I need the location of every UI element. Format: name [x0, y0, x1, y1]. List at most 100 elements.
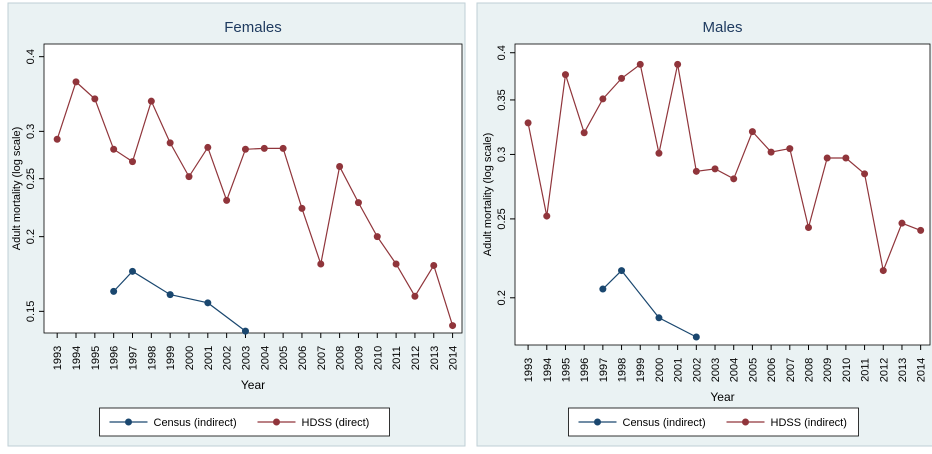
data-point: [692, 167, 700, 175]
y-tick-label: 0.25: [496, 208, 508, 229]
data-point: [354, 199, 362, 207]
x-tick-label: 2006: [297, 346, 309, 370]
legend-box: [568, 407, 859, 437]
data-point: [166, 291, 174, 299]
series-line: [527, 63, 921, 273]
data-point: [786, 145, 794, 153]
x-tick-label: 2002: [222, 346, 234, 370]
data-point: [618, 267, 626, 275]
x-tick-label: 2013: [429, 346, 441, 370]
y-tick-label: 0.25: [25, 168, 37, 189]
y-tick-label: 0.4: [25, 49, 37, 64]
x-tick-label: 2014: [916, 358, 928, 382]
x-tick-label: 2010: [372, 346, 384, 370]
data-point: [241, 327, 249, 335]
x-tick-label: 2007: [316, 346, 328, 370]
chart-panel: Males 0.2 0.25 0.3 0.35 0.4 1993 1994 1995 1996 19…: [476, 2, 932, 447]
data-point: [430, 261, 438, 269]
data-point: [898, 219, 906, 227]
x-tick-label: 1996: [579, 358, 591, 382]
data-point: [599, 95, 607, 103]
x-tick-label: 2003: [240, 346, 252, 370]
data-point: [561, 71, 569, 79]
x-tick-label: 2004: [729, 358, 741, 382]
legend-label: Census (indirect): [623, 417, 706, 429]
data-point: [879, 267, 887, 275]
x-axis-title: Year: [710, 390, 734, 404]
chart-title: Males: [702, 19, 742, 36]
data-point: [711, 165, 719, 173]
data-point: [767, 148, 775, 156]
data-point: [110, 145, 118, 153]
data-point: [53, 135, 61, 143]
data-point: [204, 299, 212, 307]
x-tick-label: 2011: [391, 346, 403, 370]
data-point: [618, 74, 626, 82]
y-tick-label: 0.15: [25, 301, 37, 322]
x-tick-label: 1997: [598, 358, 610, 382]
data-point: [655, 149, 663, 157]
data-point: [411, 292, 419, 300]
y-tick-label: 0.2: [25, 229, 37, 244]
x-tick-label: 2005: [747, 358, 759, 382]
data-point: [241, 145, 249, 153]
data-point: [804, 223, 812, 231]
data-point: [147, 97, 155, 105]
data-point: [636, 60, 644, 68]
data-point: [279, 144, 287, 152]
legend-box: [99, 407, 390, 437]
x-tick-label: 1993: [52, 346, 64, 370]
data-point: [599, 285, 607, 293]
data-point: [128, 158, 136, 166]
data-point: [392, 260, 400, 268]
chart-title: Females: [224, 19, 282, 36]
x-tick-label: 2010: [841, 358, 853, 382]
x-tick-label: 2008: [335, 346, 347, 370]
x-tick-label: 1993: [523, 358, 535, 382]
data-point: [336, 163, 344, 171]
legend-marker: [273, 418, 280, 426]
data-point: [524, 119, 532, 127]
legend-label: HDSS (indirect): [771, 417, 847, 429]
y-axis-title: Adult mortality (log scale): [482, 133, 494, 257]
y-tick-label: 0.4: [496, 45, 508, 60]
x-tick-label: 2013: [897, 358, 909, 382]
x-tick-label: 1999: [165, 346, 177, 370]
x-tick-label: 1998: [146, 346, 158, 370]
x-tick-label: 1998: [617, 358, 629, 382]
data-point: [317, 260, 325, 268]
legend-marker: [594, 418, 601, 426]
data-point: [730, 175, 738, 183]
x-tick-label: 2004: [259, 346, 271, 370]
x-tick-label: 2009: [822, 358, 834, 382]
plot-area: [43, 43, 463, 334]
x-tick-label: 2011: [860, 358, 872, 382]
data-point: [91, 95, 99, 103]
data-point: [204, 143, 212, 151]
x-tick-label: 1995: [90, 346, 102, 370]
legend-marker: [125, 418, 132, 426]
y-tick-label: 0.2: [496, 290, 508, 305]
data-point: [823, 154, 831, 162]
y-tick-label: 0.35: [496, 89, 508, 110]
x-tick-label: 2003: [710, 358, 722, 382]
legend-marker: [742, 418, 749, 426]
series-line: [56, 80, 454, 326]
data-point: [449, 322, 457, 330]
data-point: [128, 267, 136, 275]
data-point: [260, 144, 268, 152]
x-tick-label: 2000: [654, 358, 666, 382]
x-tick-label: 2012: [410, 346, 422, 370]
data-point: [748, 128, 756, 136]
x-tick-label: 2007: [785, 358, 797, 382]
x-tick-label: 2008: [803, 358, 815, 382]
x-axis-title: Year: [241, 378, 265, 392]
x-tick-label: 1994: [542, 358, 554, 382]
legend-label: Census (indirect): [154, 417, 237, 429]
legend-label: HDSS (direct): [302, 417, 370, 429]
data-point: [110, 287, 118, 295]
x-tick-label: 2000: [184, 346, 196, 370]
x-tick-label: 2006: [766, 358, 778, 382]
data-point: [861, 170, 869, 178]
